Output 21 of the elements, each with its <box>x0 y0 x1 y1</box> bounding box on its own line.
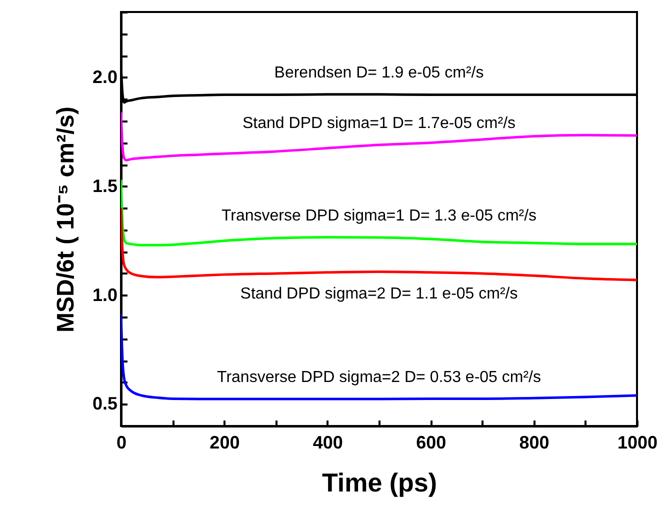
y-tick-label: 2.0 <box>92 66 118 87</box>
x-axis-title: Time (ps) <box>322 468 438 498</box>
line-series <box>121 110 637 162</box>
x-tick-label: 800 <box>519 432 550 452</box>
x-tick-label: 200 <box>210 432 240 452</box>
x-tick-label: 600 <box>416 432 446 452</box>
series-label: Stand DPD sigma=2 D= 1.1 e-05 cm²/s <box>240 286 518 303</box>
series-label: Berendsen D= 1.9 e-05 cm²/s <box>274 64 484 82</box>
y-tick-label: 1.5 <box>92 176 118 196</box>
line-series <box>121 206 637 282</box>
line-series <box>121 312 637 400</box>
x-tick-label: 400 <box>312 432 343 452</box>
series-label: Transverse DPD sigma=1 D= 1.3 e-05 cm²/s <box>221 208 537 225</box>
x-tick-label: 0 <box>116 432 127 452</box>
y-tick-label: 0.5 <box>92 394 118 414</box>
line-series <box>121 178 637 246</box>
series-label: Transverse DPD sigma=2 D= 0.53 e-05 cm²/s <box>217 368 541 386</box>
x-tick-label: 1000 <box>617 432 658 452</box>
y-tick-label: 1.0 <box>92 284 118 305</box>
series-label: Stand DPD sigma=1 D= 1.7e-05 cm²/s <box>242 114 516 132</box>
y-axis-title: MSD/6t ( 10⁻⁵ cm²/s) <box>52 106 80 332</box>
